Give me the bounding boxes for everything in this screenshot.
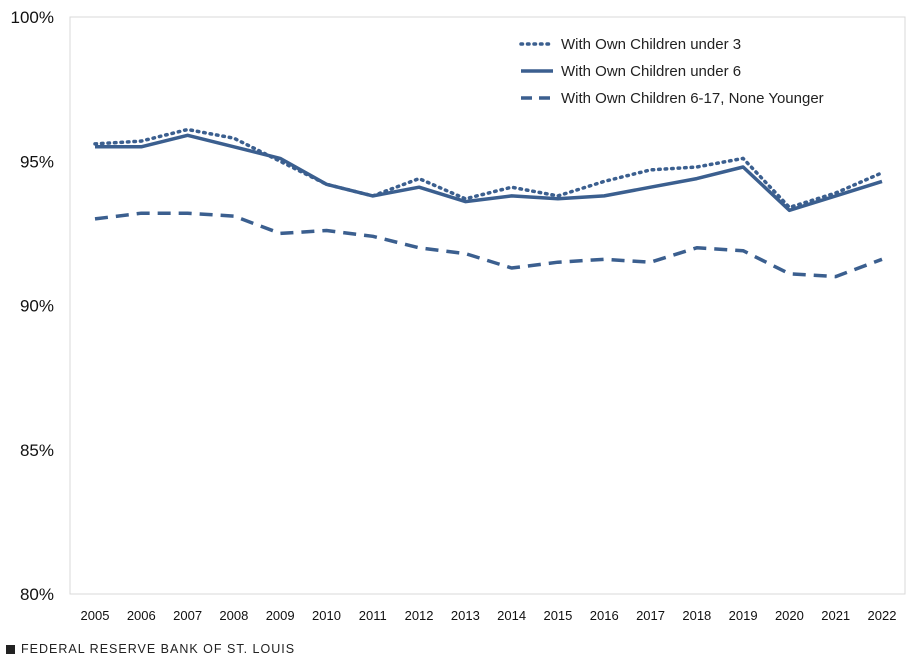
y-axis-ticks: 80% 85% 90% 95% 100%: [11, 8, 54, 604]
y-tick-label: 95%: [20, 152, 54, 171]
x-tick-label: 2012: [405, 608, 434, 623]
series-lines: [93, 127, 884, 279]
x-axis-ticks: 2005 2006 2007 2008 2009 2010 2011 2012 2013 2014…: [81, 608, 897, 623]
series-line-dotted: [93, 127, 884, 210]
y-tick-label: 90%: [20, 297, 54, 316]
x-tick-label: 2016: [590, 608, 619, 623]
series-line-dashed: [94, 211, 883, 279]
x-tick-label: 2020: [775, 608, 804, 623]
x-tick-label: 2006: [127, 608, 156, 623]
footer-square-icon: [6, 644, 15, 654]
x-tick-label: 2009: [266, 608, 295, 623]
x-tick-label: 2005: [81, 608, 110, 623]
y-tick-label: 80%: [20, 585, 54, 604]
legend-label: With Own Children under 6: [561, 63, 741, 80]
chart-axes: [69, 16, 906, 595]
x-tick-label: 2014: [497, 608, 526, 623]
x-tick-label: 2015: [543, 608, 572, 623]
legend: With Own Children under 3 With Own Childr…: [519, 36, 824, 107]
legend-label: With Own Children 6-17, None Younger: [561, 90, 824, 107]
y-tick-label: 85%: [20, 441, 54, 460]
series-line-solid: [95, 133, 883, 213]
footer-source-text: FEDERAL RESERVE BANK OF ST. LOUIS: [21, 642, 296, 656]
x-tick-label: 2017: [636, 608, 665, 623]
x-tick-label: 2008: [219, 608, 248, 623]
source-footer: FEDERAL RESERVE BANK OF ST. LOUIS: [6, 642, 295, 656]
y-tick-label: 100%: [11, 8, 54, 27]
x-tick-label: 2007: [173, 608, 202, 623]
legend-label: With Own Children under 3: [561, 36, 741, 53]
x-tick-label: 2018: [682, 608, 711, 623]
x-tick-label: 2010: [312, 608, 341, 623]
plot-area-border: [69, 16, 906, 595]
x-tick-label: 2013: [451, 608, 480, 623]
x-tick-label: 2022: [868, 608, 897, 623]
x-tick-label: 2019: [729, 608, 758, 623]
x-tick-label: 2021: [821, 608, 850, 623]
x-tick-label: 2011: [359, 608, 387, 623]
line-chart: 80% 85% 90% 95% 100% 2005 2006 2007 2008 2009 201…: [11, 8, 906, 623]
